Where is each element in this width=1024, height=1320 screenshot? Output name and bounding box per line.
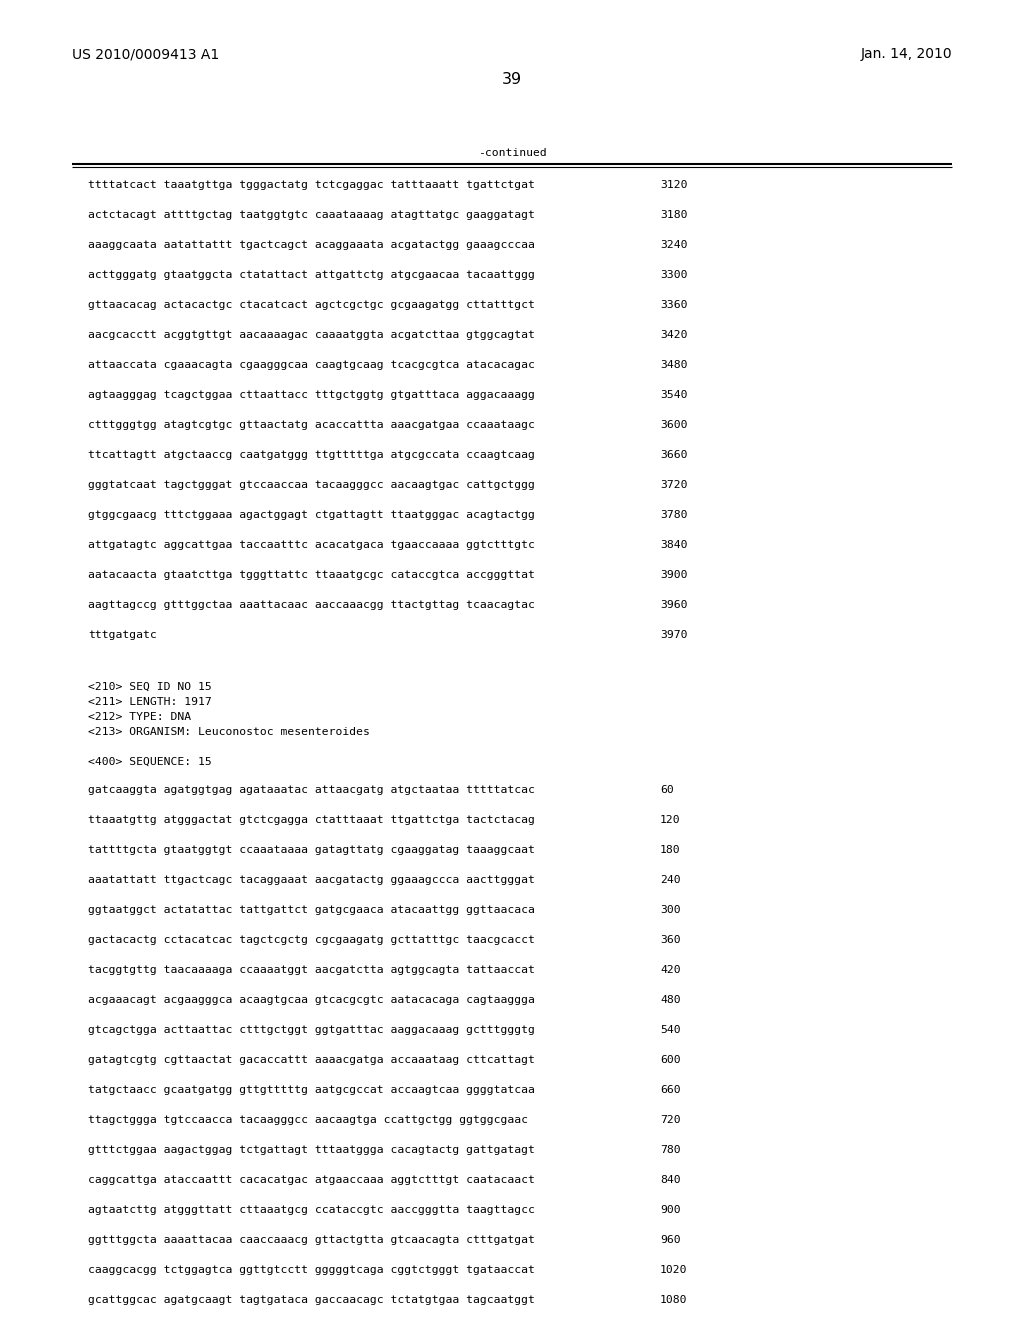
- Text: ttcattagtt atgctaaccg caatgatggg ttgtttttga atgcgccata ccaagtcaag: ttcattagtt atgctaaccg caatgatggg ttgtttt…: [88, 450, 535, 459]
- Text: 900: 900: [660, 1205, 681, 1214]
- Text: 1080: 1080: [660, 1295, 687, 1305]
- Text: US 2010/0009413 A1: US 2010/0009413 A1: [72, 48, 219, 61]
- Text: 780: 780: [660, 1144, 681, 1155]
- Text: acgaaacagt acgaagggca acaagtgcaa gtcacgcgtc aatacacaga cagtaaggga: acgaaacagt acgaagggca acaagtgcaa gtcacgc…: [88, 995, 535, 1005]
- Text: -continued: -continued: [477, 148, 547, 158]
- Text: acttgggatg gtaatggcta ctatattact attgattctg atgcgaacaa tacaattggg: acttgggatg gtaatggcta ctatattact attgatt…: [88, 271, 535, 280]
- Text: ggtttggcta aaaattacaa caaccaaacg gttactgtta gtcaacagta ctttgatgat: ggtttggcta aaaattacaa caaccaaacg gttactg…: [88, 1236, 535, 1245]
- Text: 180: 180: [660, 845, 681, 855]
- Text: 60: 60: [660, 785, 674, 795]
- Text: 39: 39: [502, 73, 522, 87]
- Text: <211> LENGTH: 1917: <211> LENGTH: 1917: [88, 697, 212, 708]
- Text: aatacaacta gtaatcttga tgggttattc ttaaatgcgc cataccgtca accgggttat: aatacaacta gtaatcttga tgggttattc ttaaatg…: [88, 570, 535, 579]
- Text: caggcattga ataccaattt cacacatgac atgaaccaaa aggtctttgt caatacaact: caggcattga ataccaattt cacacatgac atgaacc…: [88, 1175, 535, 1185]
- Text: gtttctggaa aagactggag tctgattagt tttaatggga cacagtactg gattgatagt: gtttctggaa aagactggag tctgattagt tttaatg…: [88, 1144, 535, 1155]
- Text: ctttgggtgg atagtcgtgc gttaactatg acaccattta aaacgatgaa ccaaataagc: ctttgggtgg atagtcgtgc gttaactatg acaccat…: [88, 420, 535, 430]
- Text: agtaatcttg atgggttatt cttaaatgcg ccataccgtc aaccgggtta taagttagcc: agtaatcttg atgggttatt cttaaatgcg ccatacc…: [88, 1205, 535, 1214]
- Text: caaggcacgg tctggagtca ggttgtcctt gggggtcaga cggtctgggt tgataaccat: caaggcacgg tctggagtca ggttgtcctt gggggtc…: [88, 1265, 535, 1275]
- Text: agtaagggag tcagctggaa cttaattacc tttgctggtg gtgatttaca aggacaaagg: agtaagggag tcagctggaa cttaattacc tttgctg…: [88, 389, 535, 400]
- Text: 3180: 3180: [660, 210, 687, 220]
- Text: 360: 360: [660, 935, 681, 945]
- Text: 720: 720: [660, 1115, 681, 1125]
- Text: 240: 240: [660, 875, 681, 884]
- Text: 420: 420: [660, 965, 681, 975]
- Text: 3300: 3300: [660, 271, 687, 280]
- Text: 840: 840: [660, 1175, 681, 1185]
- Text: aaaggcaata aatattattt tgactcagct acaggaaata acgatactgg gaaagcccaa: aaaggcaata aatattattt tgactcagct acaggaa…: [88, 240, 535, 249]
- Text: 3540: 3540: [660, 389, 687, 400]
- Text: 3600: 3600: [660, 420, 687, 430]
- Text: <213> ORGANISM: Leuconostoc mesenteroides: <213> ORGANISM: Leuconostoc mesenteroide…: [88, 727, 370, 737]
- Text: 3960: 3960: [660, 601, 687, 610]
- Text: 3480: 3480: [660, 360, 687, 370]
- Text: gtcagctgga acttaattac ctttgctggt ggtgatttac aaggacaaag gctttgggtg: gtcagctgga acttaattac ctttgctggt ggtgatt…: [88, 1026, 535, 1035]
- Text: gatcaaggta agatggtgag agataaatac attaacgatg atgctaataa tttttatcac: gatcaaggta agatggtgag agataaatac attaacg…: [88, 785, 535, 795]
- Text: 120: 120: [660, 814, 681, 825]
- Text: 3120: 3120: [660, 180, 687, 190]
- Text: gtggcgaacg tttctggaaa agactggagt ctgattagtt ttaatgggac acagtactgg: gtggcgaacg tttctggaaa agactggagt ctgatta…: [88, 510, 535, 520]
- Text: tattttgcta gtaatggtgt ccaaataaaa gatagttatg cgaaggatag taaaggcaat: tattttgcta gtaatggtgt ccaaataaaa gatagtt…: [88, 845, 535, 855]
- Text: 3420: 3420: [660, 330, 687, 341]
- Text: gttaacacag actacactgc ctacatcact agctcgctgc gcgaagatgg cttatttgct: gttaacacag actacactgc ctacatcact agctcgc…: [88, 300, 535, 310]
- Text: ggtaatggct actatattac tattgattct gatgcgaaca atacaattgg ggttaacaca: ggtaatggct actatattac tattgattct gatgcga…: [88, 906, 535, 915]
- Text: <212> TYPE: DNA: <212> TYPE: DNA: [88, 711, 191, 722]
- Text: ttaaatgttg atgggactat gtctcgagga ctatttaaat ttgattctga tactctacag: ttaaatgttg atgggactat gtctcgagga ctattta…: [88, 814, 535, 825]
- Text: Jan. 14, 2010: Jan. 14, 2010: [860, 48, 952, 61]
- Text: 1020: 1020: [660, 1265, 687, 1275]
- Text: attgatagtc aggcattgaa taccaatttc acacatgaca tgaaccaaaa ggtctttgtc: attgatagtc aggcattgaa taccaatttc acacatg…: [88, 540, 535, 550]
- Text: 960: 960: [660, 1236, 681, 1245]
- Text: 3900: 3900: [660, 570, 687, 579]
- Text: gactacactg cctacatcac tagctcgctg cgcgaagatg gcttatttgc taacgcacct: gactacactg cctacatcac tagctcgctg cgcgaag…: [88, 935, 535, 945]
- Text: 3660: 3660: [660, 450, 687, 459]
- Text: 3720: 3720: [660, 480, 687, 490]
- Text: aaatattatt ttgactcagc tacaggaaat aacgatactg ggaaagccca aacttgggat: aaatattatt ttgactcagc tacaggaaat aacgata…: [88, 875, 535, 884]
- Text: 300: 300: [660, 906, 681, 915]
- Text: attaaccata cgaaacagta cgaagggcaa caagtgcaag tcacgcgtca atacacagac: attaaccata cgaaacagta cgaagggcaa caagtgc…: [88, 360, 535, 370]
- Text: 540: 540: [660, 1026, 681, 1035]
- Text: 3840: 3840: [660, 540, 687, 550]
- Text: 3240: 3240: [660, 240, 687, 249]
- Text: 600: 600: [660, 1055, 681, 1065]
- Text: 660: 660: [660, 1085, 681, 1096]
- Text: ttttatcact taaatgttga tgggactatg tctcgaggac tatttaaatt tgattctgat: ttttatcact taaatgttga tgggactatg tctcgag…: [88, 180, 535, 190]
- Text: tatgctaacc gcaatgatgg gttgtttttg aatgcgccat accaagtcaa ggggtatcaa: tatgctaacc gcaatgatgg gttgtttttg aatgcgc…: [88, 1085, 535, 1096]
- Text: 480: 480: [660, 995, 681, 1005]
- Text: tacggtgttg taacaaaaga ccaaaatggt aacgatctta agtggcagta tattaaccat: tacggtgttg taacaaaaga ccaaaatggt aacgatc…: [88, 965, 535, 975]
- Text: 3970: 3970: [660, 630, 687, 640]
- Text: gcattggcac agatgcaagt tagtgataca gaccaacagc tctatgtgaa tagcaatggt: gcattggcac agatgcaagt tagtgataca gaccaac…: [88, 1295, 535, 1305]
- Text: gatagtcgtg cgttaactat gacaccattt aaaacgatga accaaataag cttcattagt: gatagtcgtg cgttaactat gacaccattt aaaacga…: [88, 1055, 535, 1065]
- Text: actctacagt attttgctag taatggtgtc caaataaaag atagttatgc gaaggatagt: actctacagt attttgctag taatggtgtc caaataa…: [88, 210, 535, 220]
- Text: ttagctggga tgtccaacca tacaagggcc aacaagtga ccattgctgg ggtggcgaac: ttagctggga tgtccaacca tacaagggcc aacaagt…: [88, 1115, 528, 1125]
- Text: <210> SEQ ID NO 15: <210> SEQ ID NO 15: [88, 682, 212, 692]
- Text: gggtatcaat tagctgggat gtccaaccaa tacaagggcc aacaagtgac cattgctggg: gggtatcaat tagctgggat gtccaaccaa tacaagg…: [88, 480, 535, 490]
- Text: <400> SEQUENCE: 15: <400> SEQUENCE: 15: [88, 756, 212, 767]
- Text: 3360: 3360: [660, 300, 687, 310]
- Text: tttgatgatc: tttgatgatc: [88, 630, 157, 640]
- Text: 3780: 3780: [660, 510, 687, 520]
- Text: aacgcacctt acggtgttgt aacaaaagac caaaatggta acgatcttaa gtggcagtat: aacgcacctt acggtgttgt aacaaaagac caaaatg…: [88, 330, 535, 341]
- Text: aagttagccg gtttggctaa aaattacaac aaccaaacgg ttactgttag tcaacagtac: aagttagccg gtttggctaa aaattacaac aaccaaa…: [88, 601, 535, 610]
